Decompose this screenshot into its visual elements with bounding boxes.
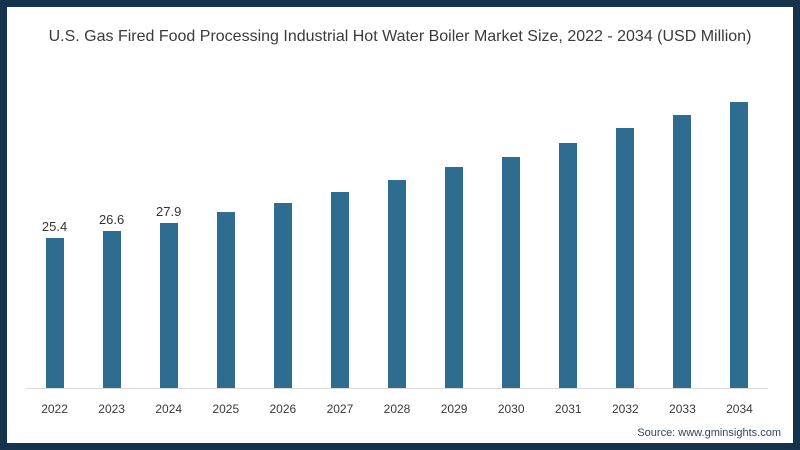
bar-group-2030 (483, 157, 540, 388)
x-tick-2034: 2034 (726, 402, 753, 416)
bar-group-2027 (311, 192, 368, 388)
x-tick-2023: 2023 (98, 402, 125, 416)
x-tick-2030: 2030 (497, 402, 525, 416)
x-tick-2028: 2028 (383, 402, 411, 416)
x-tick-2026: 2026 (269, 402, 297, 416)
bar-group-2024: 27.9 (140, 204, 197, 388)
source-attribution: Source: www.gminsights.com (637, 427, 781, 439)
bar-2023 (102, 231, 121, 388)
bar-2031 (559, 143, 578, 388)
bar-group-2029 (426, 167, 483, 388)
x-tick-2027: 2027 (326, 402, 354, 416)
bar-2024 (159, 223, 178, 388)
bar-group-2026 (254, 203, 311, 388)
x-tick-2031: 2031 (554, 402, 582, 416)
bar-2034 (730, 102, 749, 388)
x-tick-2024: 2024 (155, 402, 183, 416)
plot-area: 25.4 26.6 27.9 (26, 86, 768, 389)
bar-group-2028 (368, 180, 425, 388)
bar-value-label-2023: 26.6 (98, 212, 125, 227)
bar-2030 (502, 157, 521, 388)
bar-2028 (388, 180, 406, 388)
bar-2022 (45, 238, 64, 388)
bar-group-2025 (197, 212, 254, 388)
x-tick-2022: 2022 (41, 402, 68, 416)
bar-group-2022: 25.4 (26, 219, 83, 388)
x-tick-2033: 2033 (669, 402, 696, 416)
bar-2033 (673, 115, 692, 388)
bar-value-label-2024: 27.9 (156, 204, 182, 219)
x-tick-2032: 2032 (611, 402, 639, 416)
bar-2025 (216, 212, 235, 388)
bar-group-2032 (597, 128, 654, 388)
x-tick-2025: 2025 (212, 402, 240, 416)
bar-group-2034 (711, 102, 768, 388)
chart-title: U.S. Gas Fired Food Processing Industria… (48, 28, 752, 45)
x-axis-labels: 2022 2023 2024 2025 2026 2027 2028 2029 2030 2031… (26, 402, 768, 416)
bar-2027 (330, 192, 349, 388)
bar-2026 (273, 203, 292, 388)
bar-group-2023: 26.6 (83, 212, 140, 388)
bar-group-2031 (540, 143, 597, 388)
x-tick-2029: 2029 (440, 402, 468, 416)
bar-2029 (445, 167, 464, 388)
bar-group-2033 (654, 115, 711, 388)
bar-value-label-2022: 25.4 (41, 219, 68, 234)
bars-row: 25.4 26.6 27.9 (26, 86, 768, 388)
bar-2032 (616, 128, 635, 388)
